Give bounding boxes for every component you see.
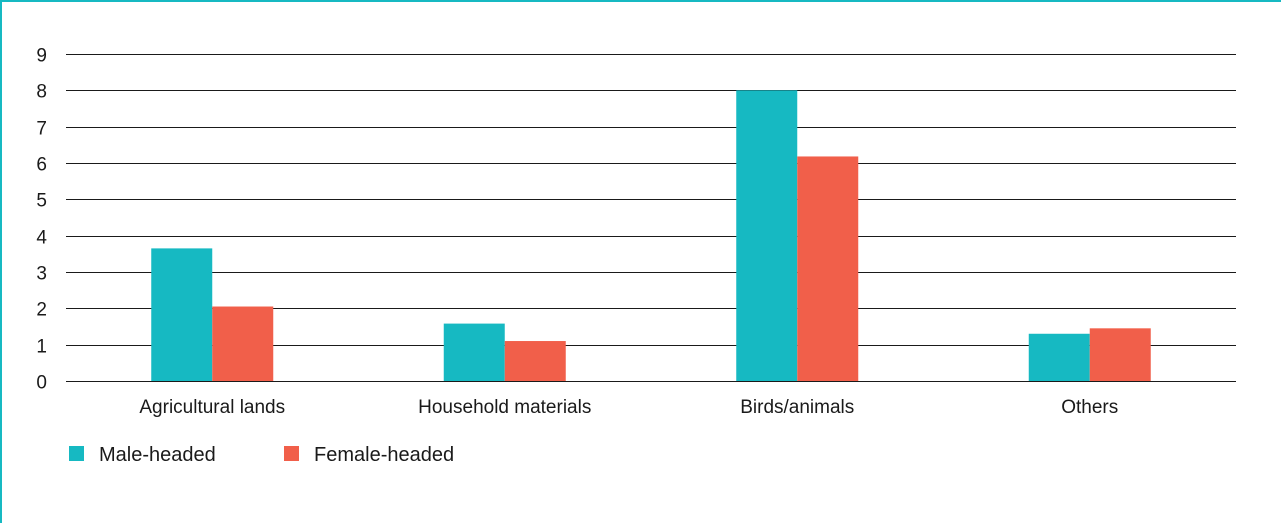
- x-axis-labels: Agricultural lands Household materials Bir…: [139, 397, 1118, 418]
- bar-male-headed-0: [151, 248, 213, 381]
- bar-male-headed-1: [443, 323, 505, 381]
- bar-female-headed-1: [504, 341, 566, 381]
- bar-male-headed-3: [1028, 333, 1090, 381]
- y-tick-label: 5: [36, 191, 47, 212]
- gridlines: [66, 54, 1236, 382]
- y-tick-label: 9: [36, 46, 47, 67]
- bar-female-headed-3: [1089, 328, 1151, 381]
- bar-female-headed-0: [212, 306, 274, 381]
- bar-female-headed-2: [797, 156, 859, 381]
- legend-label: Male-headed: [99, 444, 216, 466]
- category-label: Household materials: [418, 397, 591, 418]
- category-label: Others: [1061, 397, 1118, 418]
- legend-swatch-male-headed: [69, 446, 84, 461]
- y-tick-label: 8: [36, 82, 47, 103]
- y-tick-label: 0: [36, 373, 47, 394]
- bars: [151, 90, 1151, 381]
- category-label: Birds/animals: [740, 397, 854, 418]
- legend-swatch-female-headed: [284, 446, 299, 461]
- bar-male-headed-2: [736, 90, 798, 381]
- legend-label: Female-headed: [314, 444, 454, 466]
- y-tick-label: 1: [36, 337, 47, 358]
- legend: Male-headed Female-headed: [69, 444, 454, 466]
- y-axis-ticks: 0 1 2 3 4 5 6 7 8 9: [36, 46, 47, 394]
- category-label: Agricultural lands: [139, 397, 285, 418]
- y-tick-label: 7: [36, 119, 47, 140]
- y-tick-label: 3: [36, 264, 47, 285]
- y-tick-label: 4: [36, 228, 47, 249]
- y-tick-label: 2: [36, 300, 47, 321]
- y-tick-label: 6: [36, 155, 47, 176]
